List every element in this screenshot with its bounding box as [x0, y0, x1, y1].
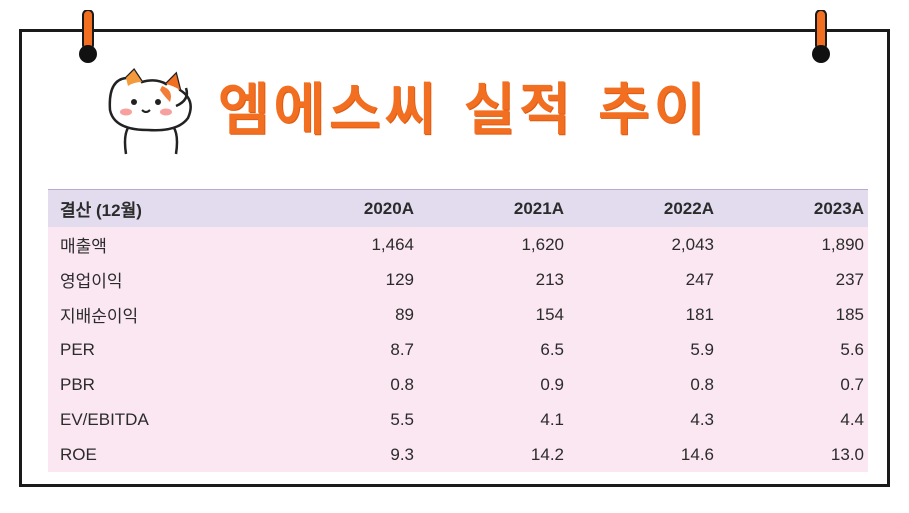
- table-row: ROE 9.3 14.2 14.6 13.0: [48, 437, 868, 472]
- table-cell: 1,464: [371, 234, 414, 254]
- table-cell: 4.4: [840, 409, 864, 429]
- page-title: 엠에스씨 실적 추이: [218, 78, 710, 143]
- table-cell: 89: [395, 304, 414, 324]
- row-label: 매출액: [60, 237, 107, 256]
- table-row: PER 8.7 6.5 5.9 5.6: [48, 332, 868, 367]
- table-header-row: 결산 (12월) 2020A 2021A 2022A 2023A: [48, 189, 868, 227]
- column-header: 결산 (12월): [60, 201, 142, 220]
- column-header: 2023A: [813, 198, 864, 218]
- table-cell: 9.3: [390, 444, 414, 464]
- pushpin-icon: [79, 10, 97, 63]
- table-cell: 129: [385, 269, 414, 289]
- table-cell: 5.6: [840, 339, 864, 359]
- table-cell: 2,043: [671, 234, 714, 254]
- cat-mascot-icon: [108, 68, 192, 155]
- column-header: 2020A: [363, 198, 414, 218]
- table-cell: 14.2: [530, 444, 564, 464]
- table-cell: 213: [535, 269, 564, 289]
- row-label: PBR: [60, 374, 95, 394]
- table-cell: 181: [685, 304, 714, 324]
- column-header: 2021A: [513, 198, 564, 218]
- table-cell: 1,620: [521, 234, 564, 254]
- table-cell: 4.1: [540, 409, 564, 429]
- table-cell: 185: [835, 304, 864, 324]
- row-label: EV/EBITDA: [60, 409, 149, 429]
- table-row: 지배순이익 89 154 181 185: [48, 297, 868, 332]
- column-header: 2022A: [663, 198, 714, 218]
- performance-table: 결산 (12월) 2020A 2021A 2022A 2023A 매출액 1,4…: [48, 189, 868, 472]
- table-cell: 4.3: [690, 409, 714, 429]
- table-cell: 6.5: [540, 339, 564, 359]
- table-cell: 13.0: [830, 444, 864, 464]
- table-cell: 237: [835, 269, 864, 289]
- table-cell: 0.7: [840, 374, 864, 394]
- row-label: ROE: [60, 444, 97, 464]
- table-row: EV/EBITDA 5.5 4.1 4.3 4.4: [48, 402, 868, 437]
- pushpin-icon: [812, 10, 830, 63]
- table-row: 영업이익 129 213 247 237: [48, 262, 868, 297]
- table-cell: 0.8: [390, 374, 414, 394]
- row-label: 영업이익: [60, 272, 123, 291]
- table-cell: 8.7: [390, 339, 414, 359]
- table-cell: 0.9: [540, 374, 564, 394]
- row-label: 지배순이익: [60, 307, 139, 326]
- table-row: 매출액 1,464 1,620 2,043 1,890: [48, 227, 868, 262]
- table-cell: 5.9: [690, 339, 714, 359]
- table-cell: 14.6: [680, 444, 714, 464]
- table-cell: 5.5: [390, 409, 414, 429]
- table-cell: 154: [535, 304, 564, 324]
- table-cell: 247: [685, 269, 714, 289]
- table-cell: 1,890: [821, 234, 864, 254]
- row-label: PER: [60, 339, 95, 359]
- table-cell: 0.8: [690, 374, 714, 394]
- table-row: PBR 0.8 0.9 0.8 0.7: [48, 367, 868, 402]
